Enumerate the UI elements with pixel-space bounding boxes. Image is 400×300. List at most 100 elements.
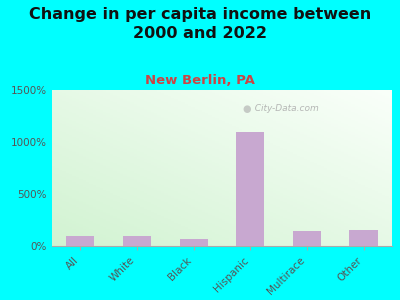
Bar	[188, 206, 192, 207]
Bar	[372, 101, 375, 103]
Bar	[344, 145, 348, 146]
Bar	[52, 103, 55, 104]
Bar	[86, 148, 90, 149]
Bar	[134, 92, 137, 93]
Bar	[69, 160, 72, 162]
Bar	[327, 174, 331, 176]
Bar	[188, 155, 192, 157]
Bar	[52, 194, 55, 196]
Bar	[72, 185, 76, 187]
Bar	[188, 103, 192, 104]
Bar	[334, 112, 338, 113]
Bar	[344, 99, 348, 101]
Bar	[137, 224, 140, 226]
Bar	[218, 155, 222, 157]
Bar	[239, 143, 242, 145]
Bar	[331, 90, 334, 92]
Bar	[368, 169, 372, 171]
Bar	[317, 149, 321, 151]
Bar	[164, 121, 168, 123]
Bar	[113, 215, 117, 216]
Bar	[348, 163, 351, 165]
Bar	[317, 123, 321, 124]
Bar	[191, 187, 195, 188]
Bar	[232, 206, 236, 207]
Bar	[103, 103, 106, 104]
Bar	[324, 157, 328, 159]
Bar	[280, 118, 283, 120]
Bar	[215, 182, 218, 184]
Bar	[178, 106, 181, 107]
Bar	[76, 116, 79, 118]
Bar	[140, 213, 144, 215]
Bar	[106, 159, 110, 160]
Bar	[164, 240, 168, 241]
Bar	[253, 171, 256, 173]
Bar	[188, 129, 192, 130]
Bar	[375, 235, 378, 237]
Bar	[198, 93, 202, 95]
Bar	[147, 215, 150, 216]
Bar	[72, 226, 76, 227]
Bar	[249, 142, 253, 143]
Bar	[113, 188, 117, 190]
Bar	[283, 174, 286, 176]
Bar	[232, 210, 236, 212]
Bar	[372, 110, 375, 112]
Bar	[276, 213, 280, 215]
Bar	[334, 152, 338, 154]
Bar	[205, 220, 208, 221]
Bar	[253, 155, 256, 157]
Bar	[348, 116, 351, 118]
Bar	[317, 140, 321, 142]
Bar	[229, 128, 232, 129]
Bar	[321, 146, 324, 148]
Bar	[382, 154, 385, 155]
Bar	[195, 235, 198, 237]
Bar	[100, 167, 103, 168]
Bar	[317, 155, 321, 157]
Bar	[127, 173, 130, 174]
Bar	[378, 181, 382, 182]
Bar	[256, 143, 259, 145]
Bar	[304, 193, 307, 194]
Bar	[195, 238, 198, 240]
Bar	[283, 187, 286, 188]
Bar	[378, 174, 382, 176]
Bar	[253, 134, 256, 135]
Bar	[324, 174, 328, 176]
Bar	[226, 152, 229, 154]
Bar	[266, 207, 270, 208]
Bar	[293, 176, 297, 177]
Bar	[157, 93, 161, 95]
Bar	[372, 120, 375, 121]
Bar	[123, 107, 127, 109]
Bar	[354, 167, 358, 168]
Bar	[388, 128, 392, 129]
Bar	[93, 90, 96, 92]
Bar	[154, 198, 158, 199]
Bar	[290, 171, 293, 173]
Bar	[324, 152, 328, 154]
Bar	[212, 206, 215, 207]
Bar	[147, 135, 150, 137]
Bar	[110, 181, 113, 182]
Bar	[154, 171, 158, 173]
Bar	[232, 149, 236, 151]
Bar	[178, 204, 181, 206]
Bar	[368, 163, 372, 165]
Bar	[341, 162, 344, 163]
Bar	[232, 167, 236, 168]
Bar	[317, 221, 321, 223]
Bar	[300, 154, 304, 155]
Bar	[331, 151, 334, 152]
Bar	[161, 134, 164, 135]
Bar	[164, 185, 168, 187]
Bar	[134, 138, 137, 140]
Bar	[157, 157, 161, 159]
Bar	[321, 155, 324, 157]
Bar	[297, 233, 300, 235]
Bar	[378, 126, 382, 128]
Bar	[300, 106, 304, 107]
Bar	[208, 168, 212, 170]
